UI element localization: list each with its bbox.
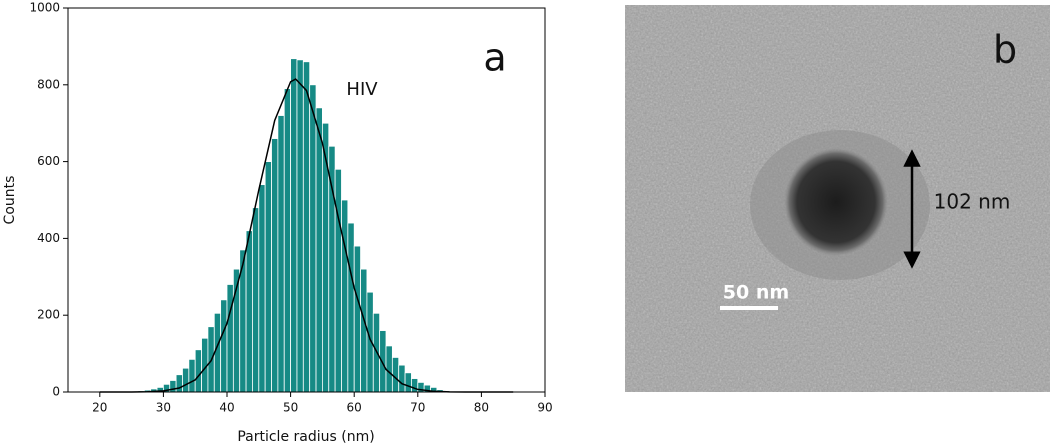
bar: [182, 367, 190, 393]
bar: [353, 245, 361, 393]
bar: [194, 349, 202, 393]
bar: [309, 84, 317, 393]
bar: [258, 184, 266, 393]
bar: [245, 230, 253, 393]
bar: [411, 378, 419, 393]
y-tick-label: 600: [37, 154, 60, 168]
bar: [264, 161, 272, 393]
bar: [391, 357, 400, 393]
bar: [341, 199, 349, 393]
y-tick-label: 800: [37, 77, 60, 91]
bar: [328, 145, 336, 393]
x-tick-label: 40: [219, 401, 234, 415]
y-tick-label: 200: [37, 308, 60, 322]
x-tick-label: 30: [156, 401, 171, 415]
bar: [302, 61, 311, 393]
x-axis-label: Particle radius (nm): [237, 429, 374, 445]
particle: [784, 148, 888, 256]
bar: [404, 372, 412, 393]
bar: [277, 115, 285, 393]
bar: [283, 88, 291, 393]
bar: [321, 122, 330, 393]
measurement-label: 102 nm: [934, 190, 1011, 214]
bar: [220, 299, 228, 393]
x-tick-label: 70: [410, 401, 425, 415]
bar: [252, 207, 260, 393]
scale-bar-label: 50 nm: [723, 282, 789, 304]
bar: [360, 268, 368, 393]
bar: [296, 59, 304, 393]
bar: [315, 107, 323, 393]
y-tick-label: 0: [52, 385, 60, 399]
annotation: HIV: [346, 79, 378, 100]
image-panel: 102 nm 50 nm b: [625, 5, 1050, 392]
x-tick-label: 50: [283, 401, 298, 415]
x-tick-label: 90: [537, 401, 552, 415]
fit-curve: [99, 78, 514, 393]
panel-label: a: [483, 36, 506, 80]
bar: [379, 330, 387, 393]
bar: [271, 138, 279, 393]
bar: [347, 222, 355, 393]
x-tick-label: 80: [474, 401, 489, 415]
y-tick-label: 1000: [29, 1, 60, 15]
panel-label: b: [993, 28, 1017, 72]
bar: [188, 358, 196, 393]
bar: [385, 345, 393, 393]
bar: [334, 168, 342, 393]
bar: [175, 374, 183, 393]
x-tick-label: 20: [92, 401, 107, 415]
bar: [398, 364, 406, 393]
y-tick-label: 400: [37, 231, 60, 245]
plot-frame: [67, 7, 546, 393]
x-tick-label: 60: [347, 401, 362, 415]
bar: [290, 58, 298, 393]
y-axis-label: Counts: [2, 176, 18, 225]
